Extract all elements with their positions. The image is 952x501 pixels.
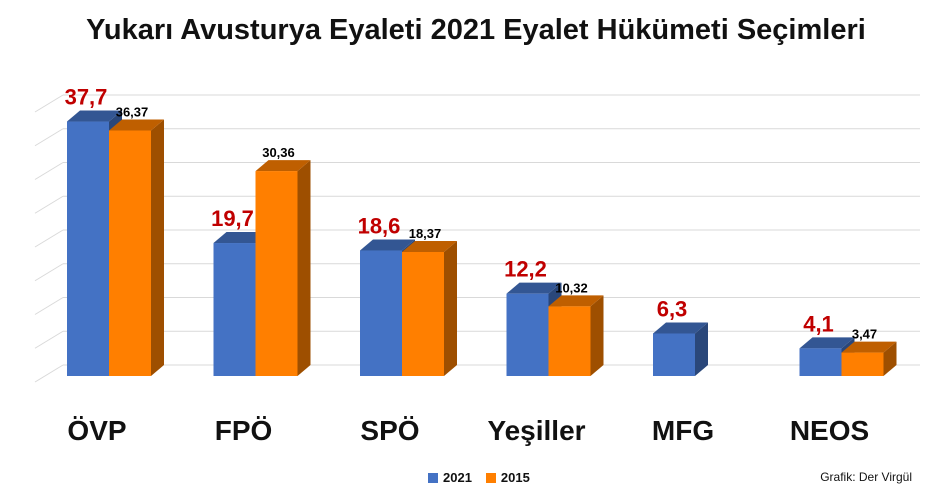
gridline-side: [34, 364, 64, 383]
bar-top-2015-Yeşiller: [548, 295, 604, 307]
gridline-side: [34, 229, 64, 248]
source-credit: Grafik: Der Virgül: [820, 470, 912, 484]
bar-2015-SPÖ: [402, 252, 444, 376]
gridline-side: [34, 128, 64, 147]
bar-top-2021-SPÖ: [360, 239, 415, 251]
category-label-Yeşiller: Yeşiller: [487, 415, 585, 446]
bar-side-2015-FPÖ: [297, 160, 311, 376]
legend-swatch-2015: [485, 472, 496, 483]
gridline-side: [34, 330, 64, 349]
data-label-2015-ÖVP: 36,37: [116, 105, 149, 120]
bar-top-2021-ÖVP: [67, 110, 122, 122]
bar-side-2021-MFG: [695, 322, 708, 376]
bar-top-2021-NEOS: [799, 337, 855, 349]
bar-top-2015-FPÖ: [255, 160, 311, 172]
data-label-2021-MFG: 6,3: [657, 296, 688, 321]
bar-2021-NEOS: [799, 348, 842, 376]
category-label-SPÖ: SPÖ: [360, 415, 419, 446]
bar-top-2021-FPÖ: [213, 232, 269, 244]
category-label-NEOS: NEOS: [790, 415, 869, 446]
data-label-2015-FPÖ: 30,36: [262, 145, 295, 160]
category-label-MFG: MFG: [652, 415, 714, 446]
legend-swatch-2021: [428, 472, 438, 483]
data-label-2021-ÖVP: 37,7: [65, 85, 108, 110]
bar-2021-SPÖ: [360, 250, 402, 376]
chart-title: Yukarı Avusturya Eyaleti 2021 Eyalet Hük…: [86, 14, 866, 46]
bar-side-2015-SPÖ: [444, 241, 457, 376]
bar-2015-FPÖ: [255, 171, 298, 376]
legend-item-2021: 2021: [428, 470, 472, 485]
bar-top-2021-MFG: [653, 322, 708, 334]
data-label-2015-SPÖ: 18,37: [409, 226, 442, 241]
gridline-side: [34, 263, 64, 282]
data-label-2015-Yeşiller: 10,32: [555, 280, 588, 295]
bar-2021-MFG: [653, 333, 695, 376]
chart-legend: 2021 2015: [428, 470, 544, 485]
bar-top-2021-Yeşiller: [506, 282, 562, 294]
bar-side-2015-NEOS: [883, 341, 897, 376]
legend-label-2021: 2021: [443, 470, 472, 485]
category-label-ÖVP: ÖVP: [67, 415, 126, 446]
gridline-side: [34, 297, 64, 315]
data-label-2021-SPÖ: 18,6: [358, 213, 401, 238]
bar-2015-Yeşiller: [548, 306, 591, 376]
bar-2015-ÖVP: [109, 130, 151, 376]
bar-2021-FPÖ: [213, 243, 256, 376]
data-label-2021-NEOS: 4,1: [803, 311, 834, 336]
legend-item-2015: 2015: [485, 470, 530, 485]
gridline-side: [34, 195, 64, 214]
bar-2021-Yeşiller: [506, 293, 549, 376]
bar-side-2015-Yeşiller: [590, 295, 604, 376]
bar-top-2015-ÖVP: [109, 119, 164, 131]
bar-top-2015-NEOS: [841, 341, 897, 353]
gridline-side: [34, 162, 64, 180]
data-label-2015-NEOS: 3,47: [852, 327, 877, 342]
bar-2015-NEOS: [841, 352, 884, 376]
bar-top-2015-SPÖ: [402, 241, 457, 253]
data-label-2021-FPÖ: 19,7: [211, 206, 254, 231]
gridline-side: [34, 94, 64, 113]
bar-side-2015-ÖVP: [151, 119, 164, 376]
bar-2021-ÖVP: [67, 121, 109, 377]
data-label-2021-Yeşiller: 12,2: [504, 257, 547, 282]
category-label-FPÖ: FPÖ: [215, 415, 273, 446]
legend-label-2015: 2015: [500, 470, 530, 485]
